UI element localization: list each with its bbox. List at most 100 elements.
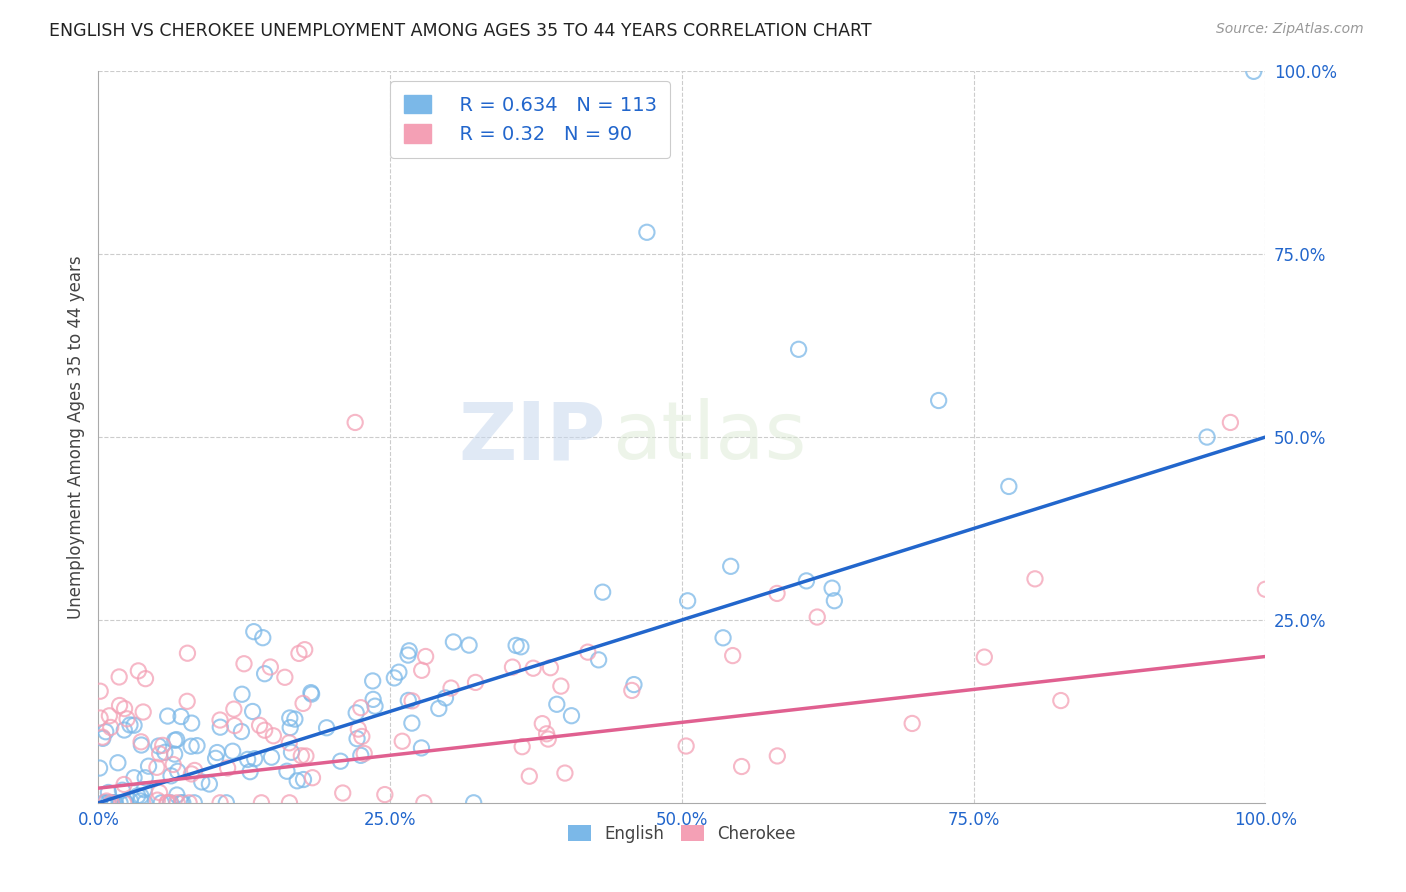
Point <box>163 733 186 747</box>
Point <box>98 708 121 723</box>
Legend: English, Cherokee: English, Cherokee <box>561 818 803 849</box>
Point <box>285 773 308 788</box>
Point <box>294 642 316 657</box>
Point <box>620 683 643 698</box>
Point <box>112 723 135 737</box>
Point <box>329 754 352 768</box>
Point <box>243 624 266 639</box>
Point <box>276 764 298 779</box>
Point <box>509 640 531 654</box>
Point <box>344 706 367 720</box>
Point <box>274 670 297 684</box>
Point <box>97 785 120 799</box>
Point <box>152 739 174 753</box>
Point <box>180 767 202 781</box>
Point <box>398 644 420 658</box>
Text: Source: ZipAtlas.com: Source: ZipAtlas.com <box>1216 22 1364 37</box>
Point <box>149 747 172 761</box>
Point <box>350 700 373 714</box>
Point <box>412 796 434 810</box>
Point <box>676 594 699 608</box>
Point <box>301 687 323 701</box>
Point <box>176 646 198 660</box>
Point <box>191 775 214 789</box>
Point <box>89 684 111 698</box>
Point <box>278 711 301 725</box>
Point <box>1254 582 1277 597</box>
Point <box>554 766 576 780</box>
Point <box>215 796 238 810</box>
Y-axis label: Unemployment Among Ages 35 to 44 years: Unemployment Among Ages 35 to 44 years <box>66 255 84 619</box>
Point <box>806 610 828 624</box>
Point <box>411 740 433 755</box>
Point <box>236 752 259 766</box>
Point <box>901 716 924 731</box>
Point <box>252 631 274 645</box>
Point <box>108 670 131 684</box>
Point <box>721 648 744 663</box>
Point <box>91 731 114 746</box>
Point <box>766 586 789 600</box>
Point <box>538 661 561 675</box>
Point <box>118 718 141 732</box>
Point <box>114 796 136 810</box>
Point <box>415 649 437 664</box>
Point <box>209 720 232 734</box>
Point <box>505 639 527 653</box>
Text: ENGLISH VS CHEROKEE UNEMPLOYMENT AMONG AGES 35 TO 44 YEARS CORRELATION CHART: ENGLISH VS CHEROKEE UNEMPLOYMENT AMONG A… <box>49 22 872 40</box>
Point <box>131 738 153 752</box>
Point <box>146 793 169 807</box>
Point <box>172 796 194 810</box>
Point <box>292 697 315 711</box>
Point <box>231 687 253 701</box>
Point <box>198 777 221 791</box>
Point <box>510 739 533 754</box>
Point <box>156 796 179 810</box>
Point <box>315 721 337 735</box>
Point <box>531 716 554 731</box>
Point <box>134 771 156 785</box>
Point <box>441 635 464 649</box>
Point <box>353 747 375 761</box>
Point <box>1219 416 1241 430</box>
Point <box>973 650 995 665</box>
Point <box>720 559 742 574</box>
Point <box>166 796 188 810</box>
Point <box>259 660 281 674</box>
Point <box>278 736 301 750</box>
Point <box>463 796 485 810</box>
Point <box>108 698 131 713</box>
Point <box>153 745 176 759</box>
Point <box>295 749 318 764</box>
Point <box>711 631 734 645</box>
Point <box>146 760 169 774</box>
Point <box>103 796 125 810</box>
Point <box>998 479 1021 493</box>
Point <box>253 666 276 681</box>
Point <box>1195 430 1218 444</box>
Point <box>111 783 134 797</box>
Point <box>115 712 138 726</box>
Point <box>388 665 411 680</box>
Point <box>183 796 205 810</box>
Point <box>787 343 810 357</box>
Point <box>1243 64 1265 78</box>
Point <box>350 730 373 744</box>
Point <box>107 756 129 770</box>
Point <box>391 734 413 748</box>
Point <box>96 794 118 808</box>
Point <box>928 393 950 408</box>
Point <box>204 751 226 765</box>
Point <box>180 716 202 731</box>
Point <box>250 796 273 810</box>
Point <box>239 764 262 779</box>
Point <box>278 721 301 735</box>
Point <box>550 679 572 693</box>
Point <box>134 782 156 797</box>
Point <box>288 647 311 661</box>
Point <box>299 686 322 700</box>
Point <box>129 735 152 749</box>
Point <box>132 705 155 719</box>
Point <box>344 416 367 430</box>
Point <box>170 709 193 723</box>
